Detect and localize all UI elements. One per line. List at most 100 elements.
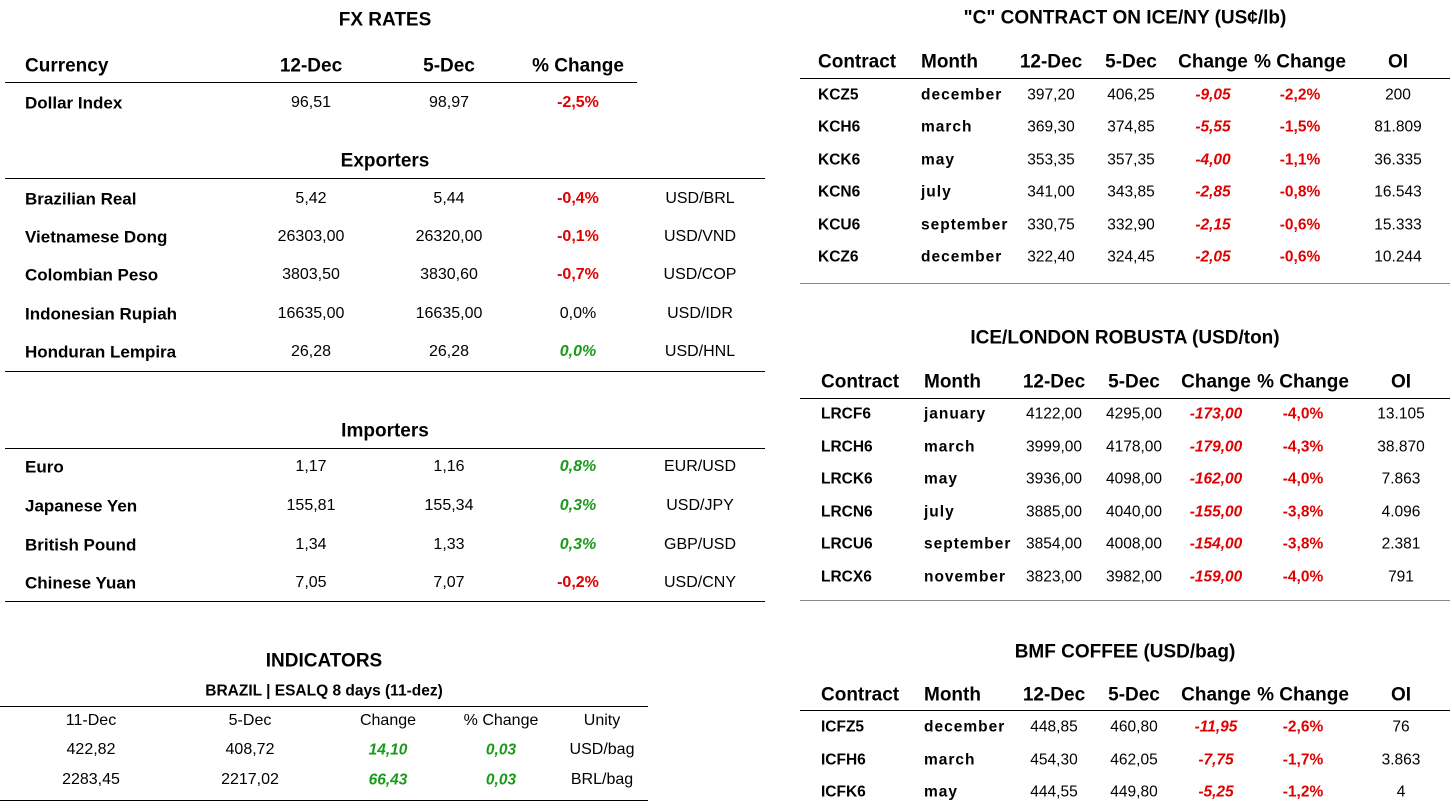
- cell: KCU6: [818, 216, 861, 234]
- column-header: Change: [359, 712, 417, 729]
- cell: 2283,45: [62, 771, 120, 788]
- rule: [5, 601, 765, 602]
- cell: 7.863: [1381, 470, 1421, 488]
- cell: -9,05: [1195, 86, 1231, 104]
- column-header: % Change: [1257, 371, 1349, 393]
- column-header: Currency: [25, 55, 109, 77]
- column-header: 5-Dec: [228, 712, 272, 729]
- column-header: Month: [924, 684, 981, 706]
- cell: 0,3%: [559, 536, 597, 553]
- cell: -179,00: [1189, 438, 1243, 456]
- cell: 1,16: [433, 458, 465, 475]
- column-header: OI: [1390, 371, 1412, 393]
- cell: 4040,00: [1105, 503, 1163, 521]
- cell: 0,0%: [559, 305, 597, 322]
- cell: -4,0%: [1282, 405, 1324, 423]
- cell: 5,44: [433, 190, 465, 207]
- cell: 0,3%: [559, 497, 597, 514]
- cell: 332,90: [1107, 216, 1155, 234]
- cell: 343,85: [1107, 183, 1155, 201]
- cell: 444,55: [1030, 783, 1078, 801]
- cell: -0,6%: [1279, 216, 1321, 234]
- column-header: Month: [921, 51, 978, 73]
- row-label: Euro: [25, 457, 64, 477]
- cell: -4,00: [1195, 151, 1231, 169]
- column-header: Contract: [821, 684, 900, 706]
- cell: 3830,60: [420, 266, 478, 283]
- cell: -3,8%: [1282, 535, 1324, 553]
- cell: -0,7%: [557, 266, 599, 283]
- cell: 0,8%: [559, 458, 597, 475]
- cell: 3999,00: [1025, 438, 1083, 456]
- cell: 7,07: [433, 574, 465, 591]
- cell: 3803,50: [282, 266, 340, 283]
- row-label: Vietnamese Dong: [25, 227, 168, 247]
- column-header: OI: [1387, 51, 1409, 73]
- cell: BRL/bag: [570, 771, 634, 788]
- cell: 4098,00: [1105, 470, 1163, 488]
- cell: -155,00: [1189, 503, 1243, 521]
- cell: -3,8%: [1282, 503, 1324, 521]
- column-header: % Change: [1254, 51, 1346, 73]
- cell: KCZ5: [818, 86, 859, 104]
- cell: 1,17: [295, 458, 327, 475]
- cell: GBP/USD: [663, 536, 737, 553]
- cell: 16635,00: [415, 305, 483, 322]
- cell: 26320,00: [415, 228, 483, 245]
- column-header: % Change: [463, 712, 539, 729]
- section-title: Importers: [341, 420, 429, 442]
- cell: 155,81: [286, 497, 336, 514]
- cell: january: [924, 405, 987, 423]
- rule: [800, 600, 1450, 601]
- rule: [0, 800, 648, 801]
- cell: USD/BRL: [665, 190, 735, 207]
- cell: -0,2%: [557, 574, 599, 591]
- cell: 66,43: [368, 771, 408, 789]
- cell: -4,3%: [1282, 438, 1324, 456]
- cell: july: [924, 503, 955, 521]
- cell: september: [924, 535, 1012, 553]
- cell: -4,0%: [1282, 568, 1324, 586]
- cell: may: [924, 470, 959, 488]
- column-header: 12-Dec: [1022, 371, 1086, 393]
- cell: -173,00: [1189, 405, 1243, 423]
- cell: KCN6: [818, 183, 861, 201]
- cell: november: [924, 568, 1007, 586]
- column-header: 12-Dec: [279, 55, 343, 77]
- cell: USD/IDR: [667, 305, 733, 322]
- cell: may: [924, 783, 959, 801]
- cell: -0,4%: [557, 190, 599, 207]
- rule: [800, 283, 1450, 284]
- cell: 3982,00: [1105, 568, 1163, 586]
- cell: USD/CNY: [663, 574, 737, 591]
- cell: 14,10: [368, 741, 408, 759]
- cell: 26,28: [290, 343, 332, 360]
- row-label: Colombian Peso: [25, 265, 159, 285]
- cell: USD/COP: [663, 266, 737, 283]
- rule: [800, 398, 1450, 399]
- rule: [5, 82, 637, 83]
- column-header: 11-Dec: [65, 712, 117, 729]
- cell: 76: [1392, 718, 1410, 736]
- row-label: Chinese Yuan: [25, 573, 137, 593]
- cell: 3885,00: [1025, 503, 1083, 521]
- cell: 369,30: [1027, 118, 1075, 136]
- cell: 448,85: [1030, 718, 1078, 736]
- cell: USD/HNL: [664, 343, 736, 360]
- cell: 3823,00: [1025, 568, 1083, 586]
- cell: 15.333: [1374, 216, 1422, 234]
- cell: 422,82: [66, 741, 116, 758]
- cell: 4178,00: [1105, 438, 1163, 456]
- cell: -2,85: [1195, 183, 1231, 201]
- section-title: ICE/LONDON ROBUSTA (USD/ton): [970, 327, 1280, 349]
- cell: 449,80: [1110, 783, 1158, 801]
- cell: 3854,00: [1025, 535, 1083, 553]
- cell: 353,35: [1027, 151, 1075, 169]
- cell: -1,2%: [1282, 783, 1324, 801]
- cell: USD/JPY: [666, 497, 734, 514]
- cell: december: [924, 718, 1006, 736]
- column-header: 12-Dec: [1022, 684, 1086, 706]
- cell: LRCK6: [821, 470, 873, 488]
- cell: 397,20: [1027, 86, 1075, 104]
